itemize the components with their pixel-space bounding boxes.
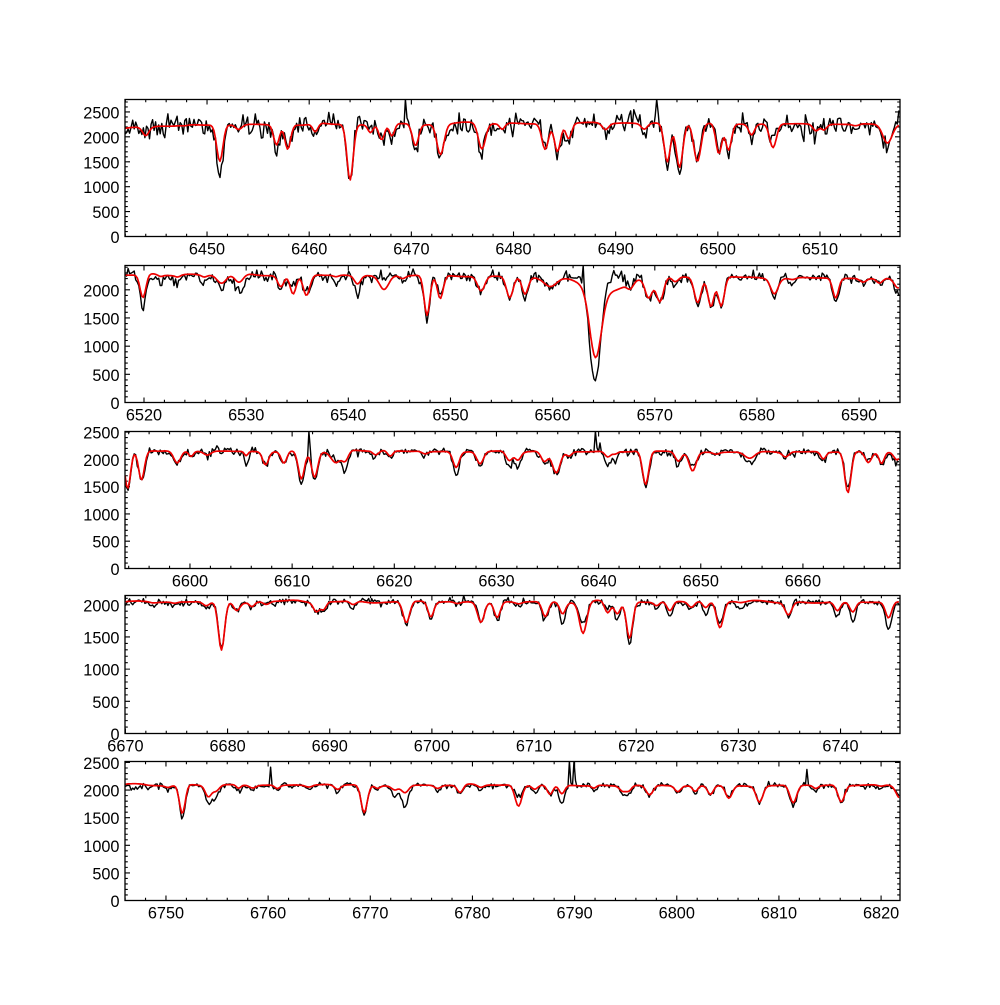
svg-text:6610: 6610 xyxy=(274,573,310,591)
svg-text:1000: 1000 xyxy=(83,506,119,524)
svg-text:6580: 6580 xyxy=(739,407,775,425)
svg-text:6540: 6540 xyxy=(330,407,366,425)
svg-text:0: 0 xyxy=(110,395,119,413)
svg-text:6560: 6560 xyxy=(534,407,570,425)
svg-text:6500: 6500 xyxy=(700,241,736,259)
svg-text:6810: 6810 xyxy=(761,905,797,923)
svg-text:6770: 6770 xyxy=(352,905,388,923)
svg-text:6720: 6720 xyxy=(618,738,654,756)
svg-text:6790: 6790 xyxy=(556,905,592,923)
svg-text:6480: 6480 xyxy=(495,241,531,259)
svg-text:1000: 1000 xyxy=(83,838,119,856)
svg-text:6520: 6520 xyxy=(126,407,162,425)
svg-text:6690: 6690 xyxy=(312,738,348,756)
svg-text:6550: 6550 xyxy=(432,407,468,425)
svg-text:2500: 2500 xyxy=(83,755,119,773)
svg-text:1000: 1000 xyxy=(83,662,119,680)
svg-text:2000: 2000 xyxy=(83,783,119,801)
svg-text:6760: 6760 xyxy=(250,905,286,923)
svg-text:1500: 1500 xyxy=(83,630,119,648)
svg-text:0: 0 xyxy=(110,726,119,744)
svg-text:6570: 6570 xyxy=(637,407,673,425)
svg-text:6510: 6510 xyxy=(802,241,838,259)
svg-text:1000: 1000 xyxy=(83,339,119,357)
svg-text:6780: 6780 xyxy=(454,905,490,923)
svg-text:6740: 6740 xyxy=(822,738,858,756)
svg-text:6730: 6730 xyxy=(720,738,756,756)
svg-text:1000: 1000 xyxy=(83,179,119,197)
svg-text:500: 500 xyxy=(92,367,119,385)
svg-text:1500: 1500 xyxy=(83,154,119,172)
svg-text:6590: 6590 xyxy=(841,407,877,425)
svg-text:6680: 6680 xyxy=(209,738,245,756)
svg-text:6470: 6470 xyxy=(393,241,429,259)
svg-text:2000: 2000 xyxy=(83,129,119,147)
svg-text:500: 500 xyxy=(92,865,119,883)
svg-text:6700: 6700 xyxy=(414,738,450,756)
svg-text:0: 0 xyxy=(110,893,119,911)
svg-text:6750: 6750 xyxy=(148,905,184,923)
svg-text:6670: 6670 xyxy=(107,738,143,756)
svg-text:6800: 6800 xyxy=(659,905,695,923)
svg-text:6630: 6630 xyxy=(478,573,514,591)
svg-text:2000: 2000 xyxy=(83,282,119,300)
svg-text:2500: 2500 xyxy=(83,425,119,443)
svg-text:2000: 2000 xyxy=(83,452,119,470)
svg-text:0: 0 xyxy=(110,229,119,247)
svg-text:6600: 6600 xyxy=(172,573,208,591)
svg-text:6820: 6820 xyxy=(863,905,899,923)
svg-text:1500: 1500 xyxy=(83,479,119,497)
svg-text:500: 500 xyxy=(92,694,119,712)
svg-text:500: 500 xyxy=(92,534,119,552)
svg-text:6710: 6710 xyxy=(516,738,552,756)
svg-text:1500: 1500 xyxy=(83,810,119,828)
svg-text:2500: 2500 xyxy=(83,105,119,123)
svg-text:6490: 6490 xyxy=(598,241,634,259)
svg-text:1500: 1500 xyxy=(83,311,119,329)
svg-text:6530: 6530 xyxy=(228,407,264,425)
svg-text:2000: 2000 xyxy=(83,597,119,615)
svg-text:6620: 6620 xyxy=(376,573,412,591)
svg-text:0: 0 xyxy=(110,561,119,579)
svg-text:6660: 6660 xyxy=(785,573,821,591)
svg-text:6650: 6650 xyxy=(683,573,719,591)
svg-text:6460: 6460 xyxy=(291,241,327,259)
svg-text:6450: 6450 xyxy=(189,241,225,259)
svg-text:500: 500 xyxy=(92,204,119,222)
svg-text:6640: 6640 xyxy=(580,573,616,591)
